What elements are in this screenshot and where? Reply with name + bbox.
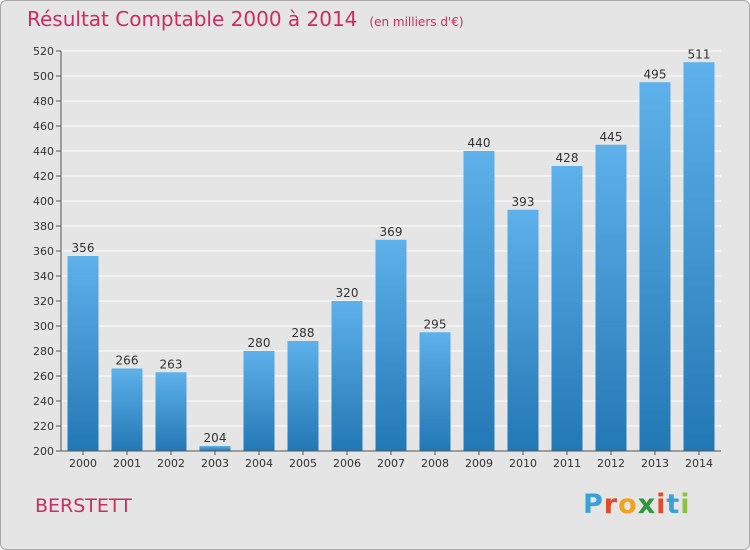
x-tick-label: 2010: [509, 457, 537, 470]
proxiti-logo: Proxiti: [583, 489, 691, 520]
logo-letter: t: [666, 489, 681, 520]
y-tick-label: 280: [33, 345, 54, 358]
y-tick-label: 380: [33, 220, 54, 233]
x-tick-label: 2000: [69, 457, 97, 470]
bar-value-label: 428: [556, 151, 579, 165]
logo-letter: x: [637, 489, 657, 520]
x-tick-label: 2011: [553, 457, 581, 470]
bar: [67, 256, 99, 451]
y-tick-label: 500: [33, 70, 54, 83]
y-tick-label: 420: [33, 170, 54, 183]
y-tick-label: 400: [33, 195, 54, 208]
bar: [463, 151, 495, 451]
bar-value-label: 288: [292, 326, 315, 340]
x-tick-label: 2013: [641, 457, 669, 470]
y-tick-label: 220: [33, 420, 54, 433]
commune-name: BERSTETT: [35, 495, 132, 517]
x-tick-label: 2002: [157, 457, 185, 470]
bar-value-label: 320: [336, 286, 359, 300]
title-unit: (en milliers d'€): [369, 15, 464, 29]
bar-value-label: 263: [160, 357, 183, 371]
title-text: Résultat Comptable 2000 à 2014: [27, 7, 358, 31]
y-tick-label: 460: [33, 120, 54, 133]
bar-value-label: 495: [644, 67, 667, 81]
y-tick-label: 260: [33, 370, 54, 383]
chart-title: Résultat Comptable 2000 à 2014 (en millie…: [27, 7, 464, 31]
x-tick-label: 2012: [597, 457, 625, 470]
x-tick-label: 2008: [421, 457, 449, 470]
y-tick-label: 520: [33, 45, 54, 58]
y-tick-label: 200: [33, 445, 54, 458]
bar: [419, 332, 451, 451]
y-tick-label: 340: [33, 270, 54, 283]
y-tick-label: 480: [33, 95, 54, 108]
x-tick-label: 2005: [289, 457, 317, 470]
x-tick-label: 2006: [333, 457, 361, 470]
bar: [287, 341, 319, 451]
bar-value-label: 295: [424, 317, 447, 331]
bar: [155, 372, 187, 451]
bar: [639, 82, 671, 451]
bar-value-label: 393: [512, 195, 535, 209]
bar-value-label: 356: [72, 241, 95, 255]
x-axis: 2000 2001 2002 2003 2004 2005 2006 2007 2008 2009…: [61, 450, 721, 470]
logo-letter: P: [583, 489, 604, 520]
bars: 356 266 263 204 280 288 320 369 295 440 393 428 445 4…: [67, 47, 715, 451]
y-tick-label: 360: [33, 245, 54, 258]
bar-value-label: 511: [688, 47, 711, 61]
bar-value-label: 280: [248, 336, 271, 350]
x-tick-label: 2004: [245, 457, 273, 470]
bar-value-label: 204: [204, 431, 227, 445]
bar: [199, 446, 231, 451]
y-tick-label: 240: [33, 395, 54, 408]
bar: [507, 209, 539, 451]
bar: [683, 62, 715, 451]
bar: [375, 239, 407, 451]
logo-letter: i: [680, 489, 691, 520]
y-axis: 200 220 240 260 280 300 320 340 360 380 400 420 440 4…: [33, 45, 62, 458]
x-tick-label: 2007: [377, 457, 405, 470]
bar: [551, 166, 583, 451]
bar: [331, 301, 363, 451]
y-tick-label: 440: [33, 145, 54, 158]
x-tick-label: 2001: [113, 457, 141, 470]
x-tick-label: 2009: [465, 457, 493, 470]
bar-value-label: 445: [600, 130, 623, 144]
bar-value-label: 266: [116, 354, 139, 368]
y-tick-label: 320: [33, 295, 54, 308]
y-tick-label: 300: [33, 320, 54, 333]
bar-value-label: 440: [468, 136, 491, 150]
logo-letter: r: [603, 489, 619, 520]
bar-value-label: 369: [380, 225, 403, 239]
logo-letter: i: [656, 489, 667, 520]
bar: [111, 368, 143, 451]
x-tick-label: 2003: [201, 457, 229, 470]
bar: [595, 144, 627, 451]
logo-letter: o: [618, 489, 638, 520]
x-tick-label: 2014: [685, 457, 713, 470]
bar: [243, 351, 275, 451]
